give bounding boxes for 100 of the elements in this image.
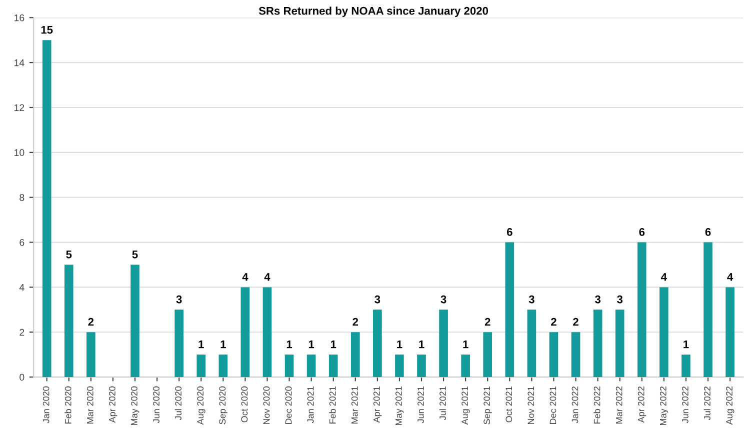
data-label: 3 <box>594 295 600 304</box>
x-tick-label: Jul 2021 <box>439 386 446 420</box>
bar <box>615 310 624 378</box>
x-tick-label: Aug 2020 <box>197 386 206 425</box>
bar <box>505 242 514 378</box>
x-tick-label: Feb 2022 <box>594 386 600 424</box>
x-tick-label: Apr 2020 <box>108 386 118 423</box>
data-label: 4 <box>264 273 270 281</box>
data-label: 2 <box>88 318 94 326</box>
data-label: 1 <box>220 340 226 348</box>
y-tick-label: 8 <box>20 194 24 201</box>
x-tick-label: Jan 2020 <box>42 386 50 424</box>
data-label: 2 <box>352 318 358 326</box>
y-tick-label: 4 <box>19 284 24 291</box>
bar <box>527 310 536 378</box>
data-label: 1 <box>286 340 292 348</box>
data-label: 3 <box>176 295 182 304</box>
x-tick-label: Mar 2020 <box>86 386 94 424</box>
bar <box>549 332 558 378</box>
data-label: 5 <box>132 250 138 258</box>
x-tick-label: Nov 2021 <box>528 386 534 424</box>
bar <box>130 264 140 378</box>
data-label: 1 <box>198 340 204 348</box>
bar <box>373 310 382 378</box>
x-tick-label: Jan 2021 <box>307 386 314 424</box>
data-label: 3 <box>440 295 446 304</box>
x-tick-label: Apr 2021 <box>373 386 382 423</box>
x-tick-label: Jun 2020 <box>153 386 160 424</box>
data-label: 2 <box>484 318 490 326</box>
x-tick-label: Mar 2021 <box>351 386 358 424</box>
data-label: 6 <box>639 228 645 236</box>
bar <box>682 354 690 378</box>
x-tick-label: Nov 2020 <box>263 386 270 424</box>
data-label: 5 <box>66 250 72 258</box>
x-tick-label: Jul 2022 <box>704 386 710 420</box>
x-tick-label: Oct 2020 <box>241 386 248 422</box>
data-label: 15 <box>41 26 53 34</box>
data-label: 3 <box>374 295 380 304</box>
data-label: 4 <box>727 273 734 281</box>
bar <box>395 354 404 378</box>
bar <box>461 354 470 378</box>
bar <box>593 310 602 378</box>
y-tick-label: 16 <box>14 14 24 22</box>
data-label: 6 <box>506 228 512 236</box>
data-label: 3 <box>617 295 623 304</box>
x-tick-label: Sep 2020 <box>219 386 228 424</box>
data-label: 1 <box>684 340 689 348</box>
x-tick-label: Jan 2022 <box>572 386 578 424</box>
x-tick-label: Oct 2021 <box>506 386 512 422</box>
data-label: 4 <box>661 273 667 281</box>
data-label: 4 <box>242 273 248 281</box>
bar <box>660 287 668 378</box>
bar <box>328 354 338 378</box>
x-tick-label: Mar 2022 <box>616 386 622 424</box>
x-tick-label: Jun 2022 <box>682 386 688 424</box>
data-label: 6 <box>705 228 711 236</box>
x-tick-label: Jun 2021 <box>418 386 424 424</box>
y-tick-label: 12 <box>14 104 24 112</box>
y-tick-label: 10 <box>14 149 24 156</box>
x-tick-label: Sep 2021 <box>484 386 492 424</box>
bar <box>262 287 272 378</box>
bar <box>240 287 250 378</box>
data-label: 1 <box>308 340 314 348</box>
bar <box>571 332 580 378</box>
bar <box>439 310 448 378</box>
bar <box>64 264 74 378</box>
bar <box>86 332 96 378</box>
x-tick-label: Feb 2021 <box>329 386 336 424</box>
bar <box>417 354 426 378</box>
data-label: 2 <box>573 318 578 326</box>
bar <box>196 354 206 378</box>
bar <box>483 332 492 378</box>
bar <box>637 242 646 378</box>
chart-title: SRs Returned by NOAA since January 2020 <box>258 6 488 17</box>
x-tick-label: Dec 2020 <box>285 386 292 424</box>
data-label: 1 <box>463 340 468 348</box>
x-tick-label: Dec 2021 <box>550 386 556 424</box>
bar <box>174 310 184 378</box>
y-tick-label: 0 <box>20 374 24 381</box>
x-tick-label: Apr 2022 <box>638 386 646 423</box>
x-tick-label: Aug 2022 <box>726 386 734 425</box>
data-label: 1 <box>397 340 402 348</box>
data-label: 1 <box>330 340 336 348</box>
y-tick-label: 14 <box>14 59 24 66</box>
bar <box>218 354 228 378</box>
bar <box>350 332 360 378</box>
x-tick-label: Aug 2021 <box>462 386 470 425</box>
data-label: 1 <box>419 340 424 348</box>
data-label: 3 <box>528 295 534 304</box>
y-tick-label: 2 <box>20 328 24 336</box>
bar <box>704 242 712 378</box>
bar <box>726 287 734 378</box>
x-tick-label: May 2021 <box>395 386 404 425</box>
x-tick-label: Jul 2020 <box>174 386 182 420</box>
data-label: 2 <box>551 318 556 326</box>
x-tick-label: May 2020 <box>131 386 140 425</box>
x-tick-label: May 2022 <box>660 386 668 425</box>
bar <box>42 40 52 378</box>
x-tick-label: Feb 2020 <box>64 386 72 424</box>
bar <box>284 354 294 378</box>
